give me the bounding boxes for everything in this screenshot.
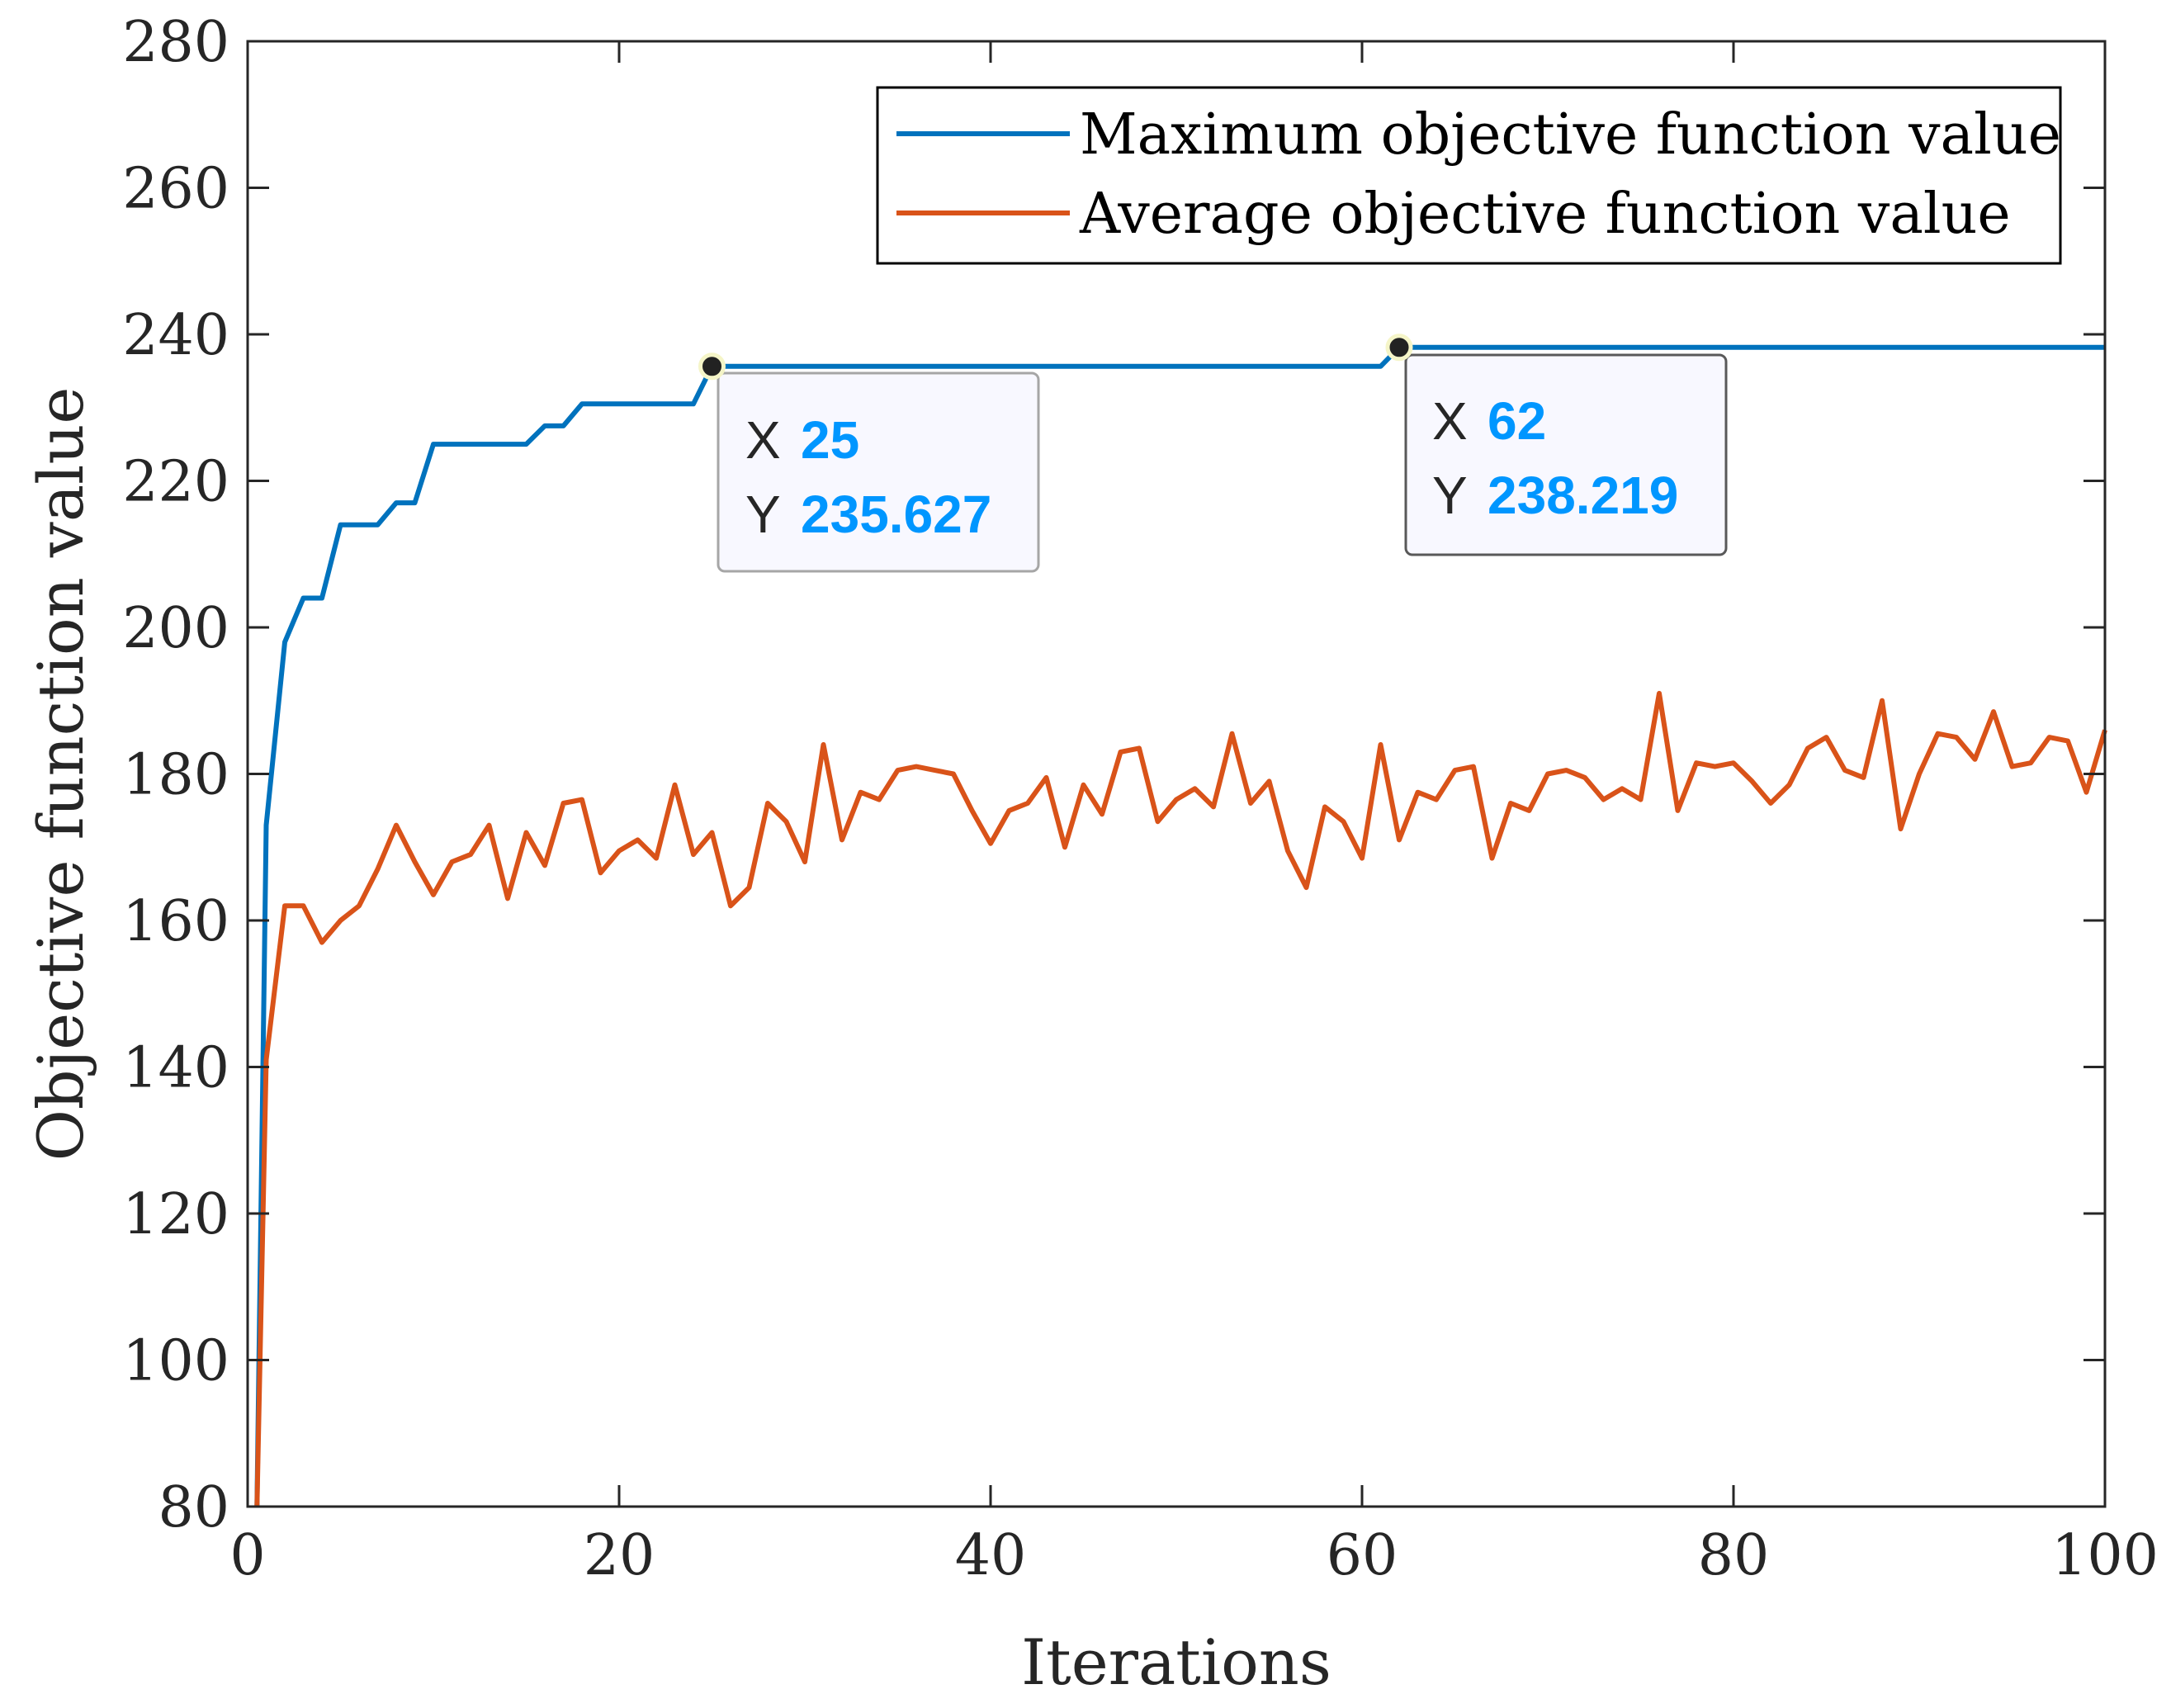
y-tick-label: 80 xyxy=(158,1475,229,1540)
datatip-2-box xyxy=(1404,353,1728,556)
y-tick-label: 160 xyxy=(122,889,229,954)
y-tick-label: 200 xyxy=(122,596,229,661)
datatip-1-y-value: 235.627 xyxy=(801,485,991,544)
datatip-1-y-key: Y xyxy=(745,485,781,544)
x-tick-label: 40 xyxy=(955,1523,1027,1588)
y-axis-label: Objective function value xyxy=(24,387,97,1162)
series-layer xyxy=(254,344,2107,1507)
datatip-2-marker[interactable] xyxy=(1385,334,1413,362)
datatip-2-x-value: 62 xyxy=(1488,391,1546,451)
y-tick-label: 180 xyxy=(122,743,229,808)
datatip-1-marker[interactable] xyxy=(698,352,726,381)
datatip-2[interactable]: X 62 Y 238.219 xyxy=(1385,334,1728,556)
datatip-2-x-key: X xyxy=(1432,391,1468,451)
x-tick-label: 100 xyxy=(2051,1523,2159,1588)
y-tick-label: 100 xyxy=(122,1329,229,1394)
datatip-2-y-key: Y xyxy=(1432,466,1468,525)
x-axis-label: Iterations xyxy=(1021,1625,1331,1699)
y-tick-label: 220 xyxy=(122,450,229,515)
datatip-1-x-value: 25 xyxy=(801,410,859,470)
datatip-2-y-value: 238.219 xyxy=(1488,466,1678,525)
y-tick-label: 120 xyxy=(122,1182,229,1247)
legend[interactable]: Maximum objective function value Average… xyxy=(876,86,2062,265)
series-line-1 xyxy=(254,344,2105,1507)
datatip-1-box xyxy=(717,371,1040,573)
x-tick-label: 20 xyxy=(584,1523,655,1588)
legend-box xyxy=(876,86,2062,265)
legend-label-avg: Average objective function value xyxy=(1079,182,2011,247)
x-tick-label: 60 xyxy=(1327,1523,1398,1588)
datatip-1-x-key: X xyxy=(745,410,781,470)
y-tick-label: 260 xyxy=(122,157,229,222)
x-tick-label: 80 xyxy=(1698,1523,1770,1588)
y-tick-label: 280 xyxy=(122,10,229,75)
y-tick-label: 140 xyxy=(122,1036,229,1101)
datatip-1[interactable]: X 25 Y 235.627 xyxy=(698,352,1040,573)
y-tick-label: 240 xyxy=(122,303,229,368)
series-line-2 xyxy=(254,690,2107,1507)
x-tick-label: 0 xyxy=(229,1523,265,1588)
legend-label-max: Maximum objective function value xyxy=(1080,102,2061,168)
tick-layer: 0 20 40 60 80 100 80 100 120 140 160 180 200 220 240 26… xyxy=(122,10,2159,1588)
